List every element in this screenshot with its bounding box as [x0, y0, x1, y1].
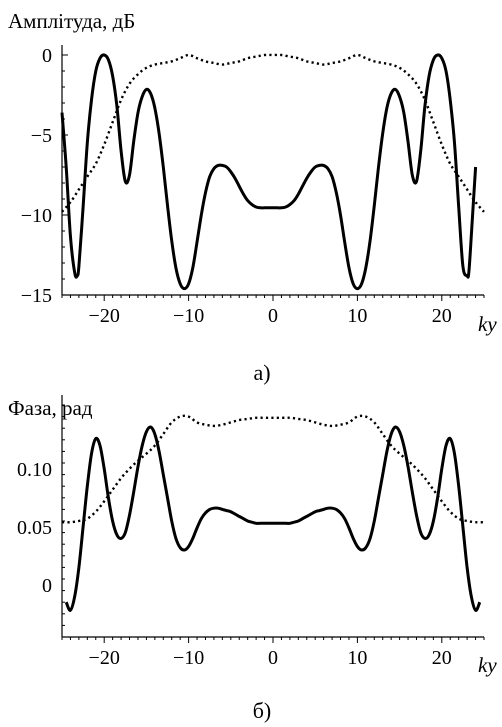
phase-chart-caption: б): [253, 698, 272, 723]
amplitude-y-tick-label: −15: [21, 285, 52, 307]
phase-y-tick-label: 0.10: [17, 459, 52, 481]
amplitude-series-solid-line: [60, 53, 478, 291]
amplitude-x-tick-label: 20: [432, 305, 452, 327]
phase-x-tick-label: 20: [432, 647, 452, 669]
phase-series-dotted-line: [61, 414, 485, 524]
amplitude-x-tick-label: −20: [89, 305, 120, 327]
amplitude-chart-title: Амплітуда, дБ: [8, 9, 135, 33]
amplitude-x-tick-label: 10: [347, 305, 367, 327]
phase-y-tick-label: 0: [42, 575, 52, 597]
amplitude-y-tick-label: 0: [42, 45, 52, 67]
amplitude-chart-caption: а): [253, 360, 270, 385]
phase-chart: Фаза, рад ky б) −20 −10 0 10 20 0.10 0.05 0: [8, 395, 497, 723]
phase-y-tick-label: 0.05: [17, 517, 52, 539]
amplitude-x-axis-label: ky: [478, 312, 497, 336]
amplitude-y-tick-label: −10: [21, 205, 52, 227]
phase-x-tick-label: 0: [268, 647, 278, 669]
amplitude-series-dotted-line: [61, 53, 485, 213]
amplitude-y-tick-label: −5: [31, 125, 52, 147]
phase-x-tick-label: −10: [173, 647, 204, 669]
amplitude-x-tick-label: 0: [268, 305, 278, 327]
phase-series-solid-line: [64, 425, 482, 612]
amplitude-chart: Амплітуда, дБ ky а) −20 −10 0 10 20 0 −5 −10 −15: [8, 9, 497, 385]
phase-x-tick-label: −20: [89, 647, 120, 669]
amplitude-x-tick-label: −10: [173, 305, 204, 327]
phase-x-tick-label: 10: [347, 647, 367, 669]
phase-x-axis-label: ky: [478, 653, 497, 677]
phase-chart-title: Фаза, рад: [8, 396, 93, 420]
